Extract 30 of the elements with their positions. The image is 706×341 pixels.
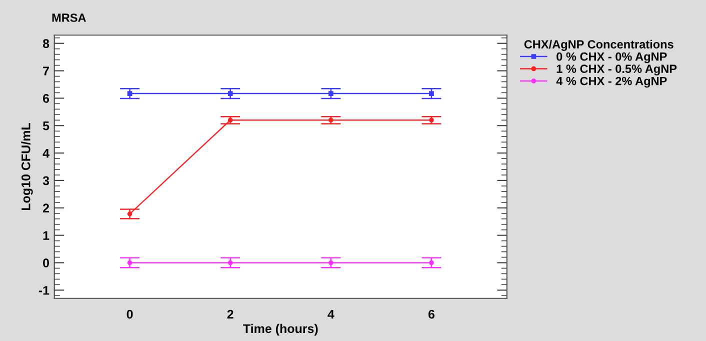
chart-title: MRSA [52, 14, 86, 22]
y-axis-title: Log10 CFU/mL [21, 123, 33, 210]
y-tick-label: 1 [43, 231, 50, 240]
legend-label: 0 % CHX - 0% AgNP [556, 52, 667, 64]
point [228, 260, 233, 266]
y-tick-label: 0 [43, 258, 49, 268]
point [328, 260, 334, 266]
y-tick-label: 7 [43, 66, 49, 76]
x-tick-label: 0 [126, 310, 133, 319]
point [429, 260, 434, 266]
y-tick-label: 2 [42, 204, 49, 212]
y-tick-label: 4 [42, 148, 50, 158]
y-tick-label: 5 [42, 122, 50, 130]
point [228, 91, 233, 96]
legend-label: 1 % CHX - 0.5% AgNP [556, 64, 677, 76]
x-tick-label: 2 [227, 310, 234, 319]
x-axis-title: Time (hours) [243, 324, 318, 336]
point [127, 211, 132, 216]
y-tick-label: -1 [38, 286, 50, 295]
x-tick-label: 6 [428, 310, 435, 319]
point [429, 91, 434, 96]
legend-label: 4 % CHX - 2% AgNP [556, 76, 667, 88]
legend-title: CHX/AgNP Concentrations [524, 40, 674, 51]
x-tick-label: 4 [328, 310, 334, 319]
y-tick-label: 3 [42, 176, 50, 186]
y-tick-label: 6 [43, 94, 50, 103]
y-tick-label: 8 [42, 39, 50, 48]
point [328, 91, 334, 96]
point [127, 91, 132, 96]
point [127, 260, 132, 266]
